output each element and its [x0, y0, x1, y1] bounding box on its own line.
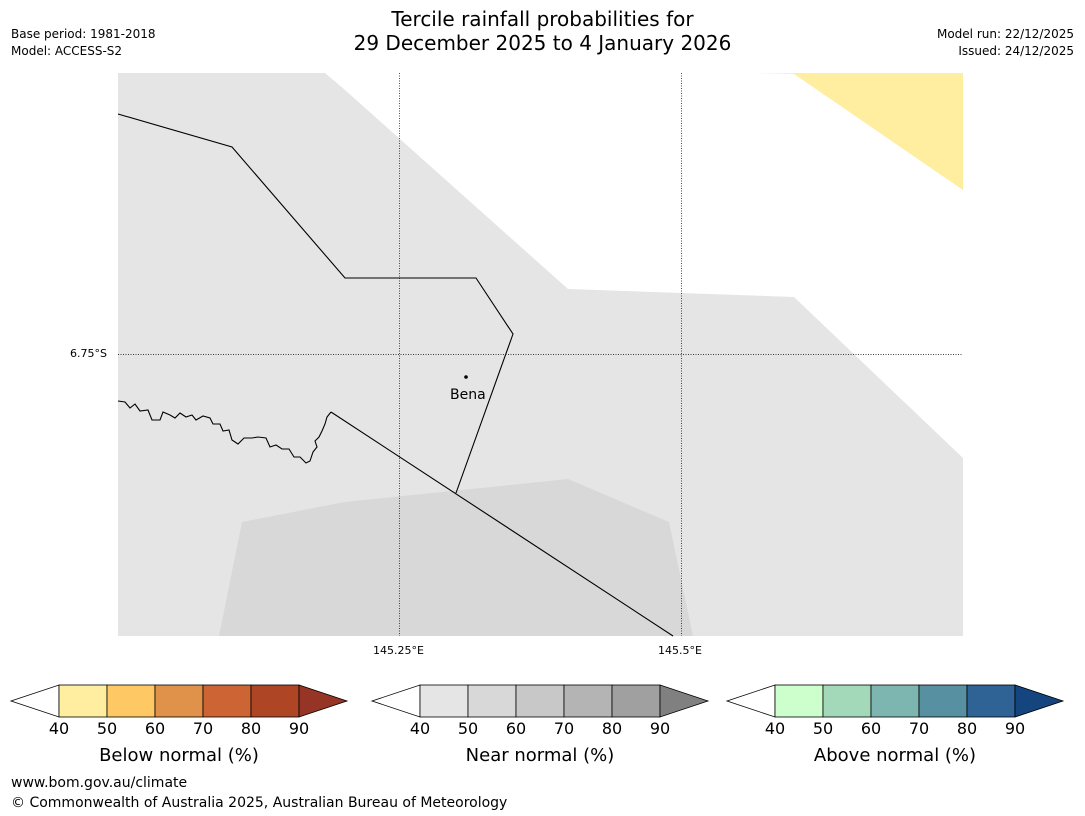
- model-run-text: Model run: 22/12/2025: [936, 27, 1074, 41]
- model-text: Model: ACCESS-S2: [11, 44, 123, 58]
- colorbar-below-tick: 40: [48, 719, 70, 738]
- colorbar-near-segment: [563, 684, 613, 718]
- base-period-text: Base period: 1981-2018: [11, 27, 156, 41]
- colorbar-below-under-extension: [9, 684, 60, 718]
- colorbar-above-segment: [918, 684, 968, 718]
- map-panel: [117, 73, 963, 637]
- lon-label-145-25e: 145.25°E: [373, 644, 424, 657]
- colorbar-near-over-extension: [659, 684, 710, 718]
- colorbar-above-over-extension: [1014, 684, 1065, 718]
- colorbar-near-tick: 70: [553, 719, 575, 738]
- colorbar-near-tick: 80: [601, 719, 623, 738]
- colorbar-near-segment: [467, 684, 517, 718]
- footer-copyright: © Commonwealth of Australia 2025, Austra…: [11, 795, 508, 811]
- colorbar-near-normal: [370, 684, 710, 718]
- colorbar-above-segment: [822, 684, 872, 718]
- colorbar-near-segment: [515, 684, 565, 718]
- colorbar-above-normal: [725, 684, 1065, 718]
- colorbar-above-tick: 70: [908, 719, 930, 738]
- colorbar-below-over-extension: [298, 684, 349, 718]
- colorbar-below-segment: [202, 684, 252, 718]
- map-title-line2: 29 December 2025 to 4 January 2026: [353, 31, 732, 55]
- colorbar-above-under-extension: [725, 684, 776, 718]
- colorbar-above-label: Above normal (%): [813, 745, 977, 766]
- colorbar-below-tick: 50: [96, 719, 118, 738]
- footer-url: www.bom.gov.au/climate: [11, 775, 188, 791]
- colorbar-below-tick: 70: [192, 719, 214, 738]
- colorbar-above-tick: 60: [860, 719, 882, 738]
- below-normal-40-50-region: [755, 73, 963, 190]
- province-boundary: [117, 113, 514, 494]
- river-coastline: [117, 400, 332, 464]
- colorbar-above-segment: [774, 684, 824, 718]
- colorbar-near-tick: 60: [505, 719, 527, 738]
- colorbar-below-segment: [106, 684, 156, 718]
- colorbar-below-tick: 80: [240, 719, 262, 738]
- colorbar-near-tick: 50: [457, 719, 479, 738]
- colorbar-above-segment: [966, 684, 1016, 718]
- colorbar-near-under-extension: [370, 684, 421, 718]
- colorbars: [9, 684, 1065, 718]
- colorbar-above-tick: 90: [1004, 719, 1026, 738]
- colorbar-below-segment: [250, 684, 300, 718]
- colorbar-below-tick: 90: [288, 719, 310, 738]
- colorbar-near-tick: 90: [649, 719, 671, 738]
- colorbar-above-tick: 50: [812, 719, 834, 738]
- place-label-bena: Bena: [450, 387, 486, 403]
- bena-marker: [464, 375, 468, 379]
- issued-text: Issued: 24/12/2025: [958, 44, 1074, 58]
- colorbar-below-segment: [58, 684, 108, 718]
- map-title-line1: Tercile rainfall probabilities for: [391, 7, 694, 31]
- colorbar-near-tick: 40: [409, 719, 431, 738]
- colorbar-above-tick: 40: [764, 719, 786, 738]
- province-boundary-south: [330, 411, 674, 637]
- colorbar-below-segment: [154, 684, 204, 718]
- lat-label-6-75s: 6.75°S: [70, 347, 107, 360]
- near-normal-50-60-region: [219, 479, 693, 636]
- colorbar-near-segment: [419, 684, 469, 718]
- colorbar-below-normal: [9, 684, 349, 718]
- colorbar-below-label: Below normal (%): [99, 745, 259, 766]
- colorbar-near-segment: [611, 684, 661, 718]
- colorbar-below-tick: 60: [144, 719, 166, 738]
- colorbar-near-label: Near normal (%): [465, 745, 615, 766]
- colorbar-above-segment: [870, 684, 920, 718]
- colorbar-above-tick: 80: [956, 719, 978, 738]
- lon-label-145-5e: 145.5°E: [658, 644, 702, 657]
